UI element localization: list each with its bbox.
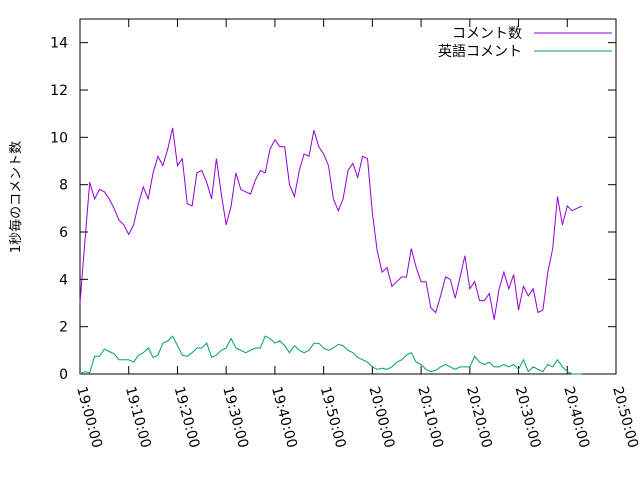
- y-tick-label: 12: [50, 83, 68, 99]
- y-tick-label: 0: [59, 367, 68, 383]
- series-layer: [79, 127, 583, 375]
- y-tick-label: 4: [59, 272, 68, 288]
- legend-label-1: コメント数: [452, 26, 522, 42]
- y-axis-ticks: 0 2 4 6 8 10 12 14: [50, 36, 616, 383]
- plot-area-frame: [79, 18, 617, 375]
- y-tick-label: 6: [59, 225, 68, 241]
- y-tick-label: 14: [50, 36, 68, 52]
- series-line-2: [79, 335, 582, 375]
- series-line-1: [79, 127, 583, 320]
- y-axis-label: 1秒毎のコメント数: [8, 141, 24, 253]
- legend-label-2: 英語コメント: [438, 43, 522, 60]
- y-tick-label: 10: [50, 130, 68, 146]
- y-tick-label: 8: [59, 178, 68, 194]
- y-tick-label: 2: [59, 320, 68, 336]
